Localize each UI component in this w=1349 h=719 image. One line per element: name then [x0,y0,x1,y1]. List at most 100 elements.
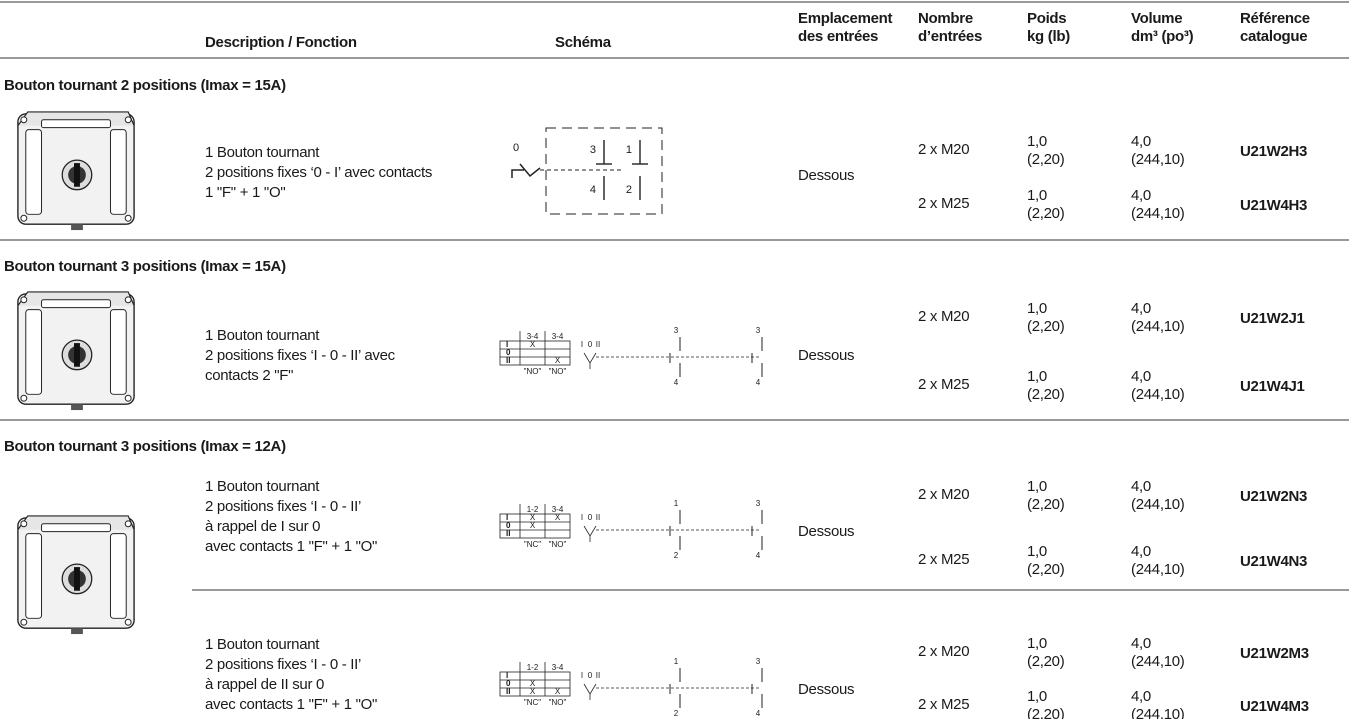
schema-label: II [506,356,510,365]
header-cell: Référence [1240,10,1310,27]
entries: 2 x M20 [918,308,969,325]
reference: U21W4J1 [1240,378,1305,395]
schema-label: "NC" [524,540,541,549]
schema-label: 4 [590,184,596,196]
schema-label: 2 [674,551,679,560]
weight: (2,20) [1027,386,1065,403]
schema-label: 4 [756,709,761,718]
schema-mark: X [530,687,536,696]
schema-label: 0 [506,679,511,688]
schema-frame [545,127,663,215]
volume: (244,10) [1131,318,1185,335]
location: Dessous [798,167,854,184]
schema-label: 3 [674,326,679,335]
entries: 2 x M25 [918,195,969,212]
schema-label: 0 [588,513,593,522]
schema-label: 2 [626,184,632,196]
schema-label: II [596,513,600,522]
schema-label: II [596,340,600,349]
schema-label: 3 [756,326,761,335]
reference: U21W2J1 [1240,310,1305,327]
header-cell: Schéma [555,34,612,51]
description: 2 positions fixes ‘I - 0 - II’ [205,498,361,515]
volume: (244,10) [1131,151,1185,168]
schema-label: 0 [513,142,519,154]
volume: 4,0 [1131,300,1151,317]
header-cell: des entrées [798,28,878,45]
header-cell: catalogue [1240,28,1307,45]
volume: (244,10) [1131,706,1185,719]
rules [0,1,1349,591]
schema-label: 1 [674,499,679,508]
schema-label: 3-4 [527,332,539,341]
entries: 2 x M20 [918,643,969,660]
location: Dessous [798,523,854,540]
weight: 1,0 [1027,688,1047,705]
volume: 4,0 [1131,133,1151,150]
weight: 1,0 [1027,187,1047,204]
description: 1 Bouton tournant [205,327,320,344]
description: avec contacts 1 "F" + 1 "O" [205,696,377,713]
header-cell: dm³ (po³) [1131,28,1194,45]
volume: 4,0 [1131,368,1151,385]
volume: 4,0 [1131,187,1151,204]
reference: U21W4N3 [1240,553,1307,570]
schema-label: 4 [674,378,679,387]
schema-label: "NC" [524,698,541,707]
schema-label: 3-4 [552,332,564,341]
description: 2 positions fixes ‘I - 0 - II’ [205,656,361,673]
enclosure-image [17,515,135,635]
weight: (2,20) [1027,318,1065,335]
enclosure-image [17,111,135,231]
schema-mark: X [530,513,536,522]
description: 1 Bouton tournant [205,144,320,161]
description: à rappel de II sur 0 [205,676,324,693]
schema-mark: X [530,521,536,530]
schema-label: I [581,513,583,522]
header-cell: Emplacement [798,10,893,27]
schema-label: II [506,529,510,538]
location: Dessous [798,347,854,364]
schema-label: 1 [674,657,679,666]
section-title: Bouton tournant 2 positions (Imax = 15A) [4,77,286,94]
weight: 1,0 [1027,300,1047,317]
weight: 1,0 [1027,635,1047,652]
schema-label: I [506,671,508,680]
schema-label: 3-4 [552,505,564,514]
schema-label: "NO" [549,698,567,707]
schema-label: 2 [674,709,679,718]
header-cell: d’entrées [918,28,982,45]
enclosure-image [17,291,135,411]
location: Dessous [798,681,854,698]
weight: (2,20) [1027,653,1065,670]
schema-label: I [506,513,508,522]
weight: 1,0 [1027,478,1047,495]
section-title: Bouton tournant 3 positions (Imax = 15A) [4,258,286,275]
reference: U21W4H3 [1240,197,1307,214]
schema-label: I [581,671,583,680]
schema-label: 3 [590,144,596,156]
volume: (244,10) [1131,386,1185,403]
schema-mark: X [530,340,536,349]
description: contacts 2 "F" [205,367,293,384]
cam-table [499,671,571,697]
entries: 2 x M25 [918,696,969,713]
description: 1 Bouton tournant [205,636,320,653]
schema-mark: X [555,513,561,522]
description: 1 "F" + 1 "O" [205,184,285,201]
volume: (244,10) [1131,561,1185,578]
reference: U21W4M3 [1240,698,1309,715]
volume: 4,0 [1131,543,1151,560]
schema-handle [583,525,597,542]
schema-label: 1 [626,144,632,156]
reference: U21W2M3 [1240,645,1309,662]
entries: 2 x M25 [918,551,969,568]
schema-mark: X [555,687,561,696]
volume: (244,10) [1131,653,1185,670]
description: à rappel de I sur 0 [205,518,320,535]
header-cell: kg (lb) [1027,28,1070,45]
schema-label: 0 [588,340,593,349]
schema-label: I [581,340,583,349]
weight: (2,20) [1027,205,1065,222]
